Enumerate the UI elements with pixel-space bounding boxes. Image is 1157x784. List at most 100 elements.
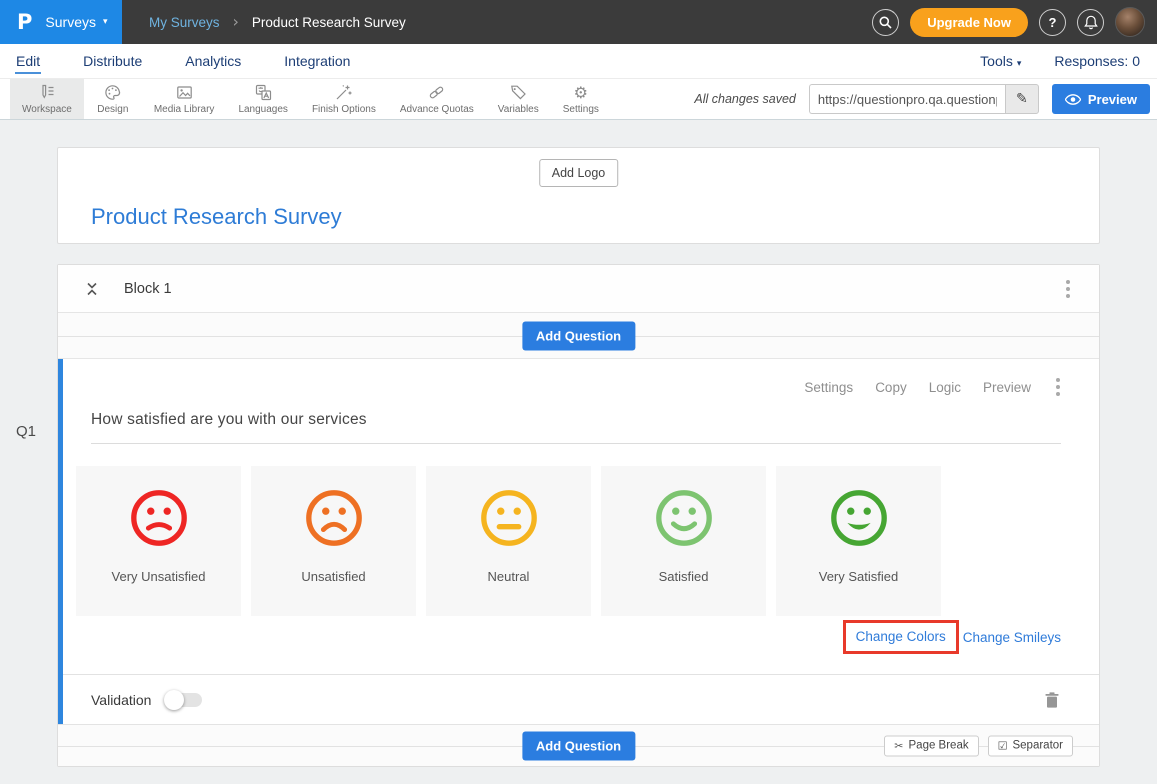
tag-icon [510,84,527,101]
breadcrumb: My Surveys › Product Research Survey [149,14,406,30]
checkbox-icon: ☑ [997,739,1008,752]
product-switcher[interactable]: P Surveys ▾ [0,0,122,44]
smiley-option-neutral[interactable]: Neutral [426,466,591,616]
question-mark-icon: ? [1048,14,1057,30]
magic-wand-icon [335,84,352,101]
tab-edit[interactable]: Edit [15,48,42,74]
survey-title[interactable]: Product Research Survey [91,204,342,229]
survey-header-card: Add Logo Product Research Survey [57,147,1100,244]
add-question-button-bottom[interactable]: Add Question [521,731,636,760]
change-colors-highlight-box: Change Colors [842,620,959,654]
toolbar-finish-options[interactable]: Finish Options [300,79,388,119]
nav-right: Tools ▾ Responses: 0 [980,53,1142,69]
page-break-button[interactable]: ✂ Page Break [884,735,979,756]
block-more-options-icon[interactable] [1063,277,1073,301]
separator-button[interactable]: ☑ Separator [987,735,1073,756]
top-navbar: P Surveys ▾ My Surveys › Product Researc… [0,0,1157,44]
toolbar-workspace[interactable]: Workspace [10,79,84,119]
change-colors-link[interactable]: Change Colors [855,629,946,644]
question-settings-link[interactable]: Settings [804,379,854,395]
collapse-icon [87,282,97,295]
block-header: Block 1 [58,265,1099,313]
question-title-field[interactable]: How satisfied are you with our services [91,411,1061,444]
toggle-knob [164,689,185,710]
satisfied-smiley-icon [655,490,712,546]
tab-analytics[interactable]: Analytics [185,53,242,69]
editor-content: Q1 Add Logo Product Research Survey Bloc… [0,120,1157,784]
eye-icon [1064,93,1081,105]
questionpro-logo: P [17,10,33,34]
smiley-option-very-satisfied[interactable]: Very Satisfied [776,466,941,616]
add-logo-button[interactable]: Add Logo [538,159,619,187]
add-question-strip-top: Add Question [58,313,1099,359]
scissors-icon: ✂ [894,739,904,752]
question-title[interactable]: How satisfied are you with our services [91,411,367,428]
search-icon [879,16,892,29]
upgrade-now-button[interactable]: Upgrade Now [910,7,1028,37]
validation-toggle[interactable] [164,689,204,710]
question-number-label: Q1 [16,423,37,440]
edit-url-button[interactable]: ✎ [1004,84,1039,114]
search-button[interactable] [872,8,900,36]
smiley-option-very-unsatisfied[interactable]: Very Unsatisfied [76,466,241,616]
toolbar-advance-quotas[interactable]: Advance Quotas [388,79,486,119]
trash-icon [1045,691,1059,708]
editor-toolbar: Workspace Design Media Library Languages… [0,78,1157,120]
question-card: Settings Copy Logic Preview How satisfie… [58,359,1099,724]
survey-nav: Edit Distribute Analytics Integration To… [0,44,1157,78]
very-unsatisfied-smiley-icon [130,490,187,546]
tools-menu[interactable]: Tools ▾ [980,53,1022,69]
survey-url-input[interactable] [808,84,1005,114]
tab-distribute[interactable]: Distribute [83,53,143,69]
smiley-option-satisfied[interactable]: Satisfied [601,466,766,616]
block-card: Block 1 Add Question Settings Copy Logic… [57,264,1100,767]
translate-icon [255,84,272,101]
toolbar-media-library[interactable]: Media Library [142,79,227,119]
smiley-links-row: Change Colors Change Smileys [63,620,1061,674]
breadcrumb-current-survey: Product Research Survey [251,14,406,30]
responses-count[interactable]: Responses: 0 [1054,53,1140,69]
breadcrumb-my-surveys[interactable]: My Surveys [149,14,220,30]
question-preview-link[interactable]: Preview [982,379,1031,395]
gear-icon: ⚙ [573,82,588,102]
strip-right-buttons: ✂ Page Break ☑ Separator [884,735,1073,756]
chevron-down-icon: ▾ [1016,59,1022,69]
add-question-button-top[interactable]: Add Question [521,321,636,350]
change-smileys-link[interactable]: Change Smileys [962,629,1061,645]
add-question-strip-bottom: Add Question ✂ Page Break ☑ Separator [58,724,1099,766]
pencil-icon: ✎ [1015,91,1028,107]
breadcrumb-separator-icon: › [232,12,239,31]
question-actions: Settings Copy Logic Preview [63,359,1099,399]
image-icon [176,84,193,101]
palette-icon [104,84,121,101]
workspace-icon [38,84,55,101]
product-menu-label: Surveys [45,14,96,30]
neutral-smiley-icon [480,490,537,546]
chevron-down-icon: ▾ [102,17,108,27]
validation-row: Validation [63,674,1099,724]
survey-url-group: ✎ [808,84,1039,114]
toolbar-settings[interactable]: ⚙ Settings [562,82,599,115]
smiley-option-unsatisfied[interactable]: Unsatisfied [251,466,416,616]
question-copy-link[interactable]: Copy [875,379,907,395]
unsatisfied-smiley-icon [305,490,362,546]
block-name[interactable]: Block 1 [124,280,172,297]
toolbar-right: All changes saved ✎ Preview [694,79,1157,119]
toolbar-variables[interactable]: Variables [486,79,551,119]
preview-button[interactable]: Preview [1051,84,1150,114]
validation-label: Validation [91,691,152,708]
very-satisfied-smiley-icon [830,490,887,546]
toolbar-languages[interactable]: Languages [226,79,300,119]
bell-icon [1083,15,1098,29]
user-avatar[interactable] [1115,7,1145,37]
question-logic-link[interactable]: Logic [928,379,961,395]
delete-question-button[interactable] [1045,691,1059,708]
notifications-button[interactable] [1077,8,1104,36]
help-button[interactable]: ? [1039,8,1066,36]
tab-integration[interactable]: Integration [284,53,351,69]
toolbar-design[interactable]: Design [84,79,142,119]
question-more-options-icon[interactable] [1053,375,1063,399]
smiley-options-row: Very Unsatisfied Unsatisfied [76,466,1099,616]
collapse-block-button[interactable] [86,282,98,296]
chain-link-icon [428,84,445,101]
